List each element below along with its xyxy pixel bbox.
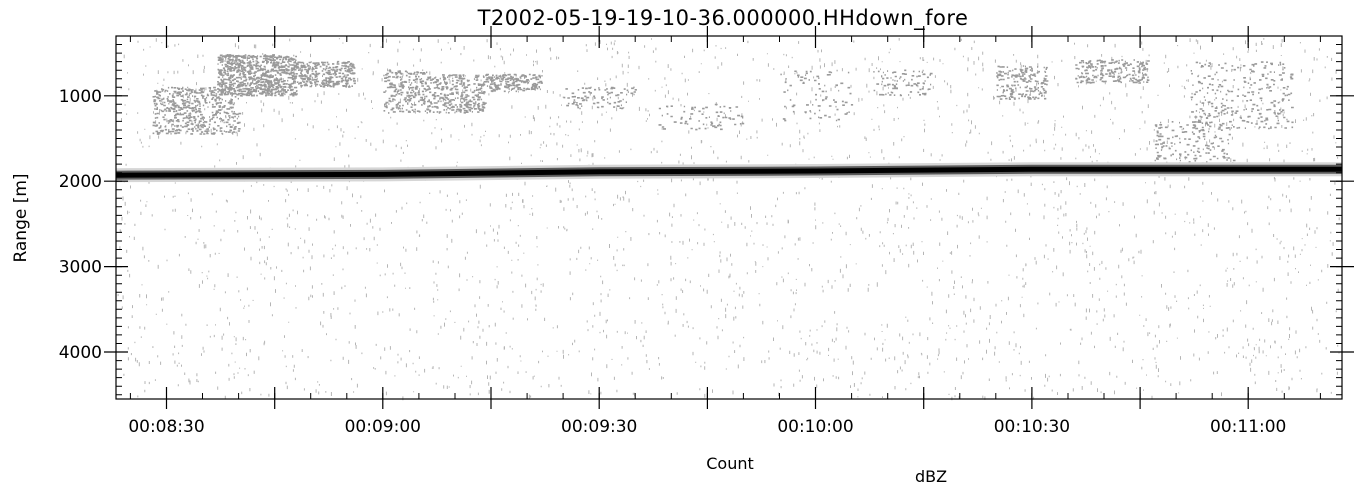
y-tick-label: 3000 — [59, 258, 102, 278]
x-tick-label: 00:10:30 — [994, 417, 1070, 437]
y-tick-label: 2000 — [59, 172, 102, 192]
y-axis: 1000 2000 3000 4000 — [59, 44, 1354, 396]
x-tick-label: 00:09:30 — [561, 417, 637, 437]
surface-return-core — [115, 166, 1342, 178]
y-tick-label: 4000 — [59, 343, 102, 363]
x-tick-label: 00:08:30 — [128, 417, 204, 437]
heatmap-plot — [115, 35, 1343, 401]
plot-background — [116, 36, 1342, 399]
y-axis-label: Range [m] — [11, 173, 31, 262]
x-tick-label: 00:09:00 — [345, 417, 421, 437]
x-tick-label: 00:11:00 — [1210, 417, 1286, 437]
y-minor-ticks — [116, 44, 1342, 396]
chart-title: T2002-05-19-19-10-36.000000.HHdown_fore — [477, 6, 969, 31]
plot-frame — [115, 35, 1343, 400]
surface-return-band — [115, 162, 1342, 183]
x-tick-label: 00:10:00 — [777, 417, 853, 437]
colorbar-label: dBZ — [915, 467, 947, 483]
y-tick-label: 1000 — [59, 87, 102, 107]
x-axis: 00:08:30 00:09:00 00:09:30 00:10:00 00:10:30… — [128, 26, 1321, 437]
cloud-echoes — [152, 54, 1294, 165]
x-axis-label: Count — [706, 454, 754, 473]
cloud-echo — [152, 54, 1294, 165]
